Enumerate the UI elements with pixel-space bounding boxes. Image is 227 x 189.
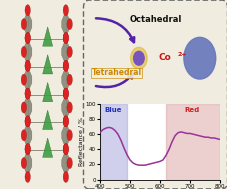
Circle shape bbox=[21, 19, 27, 30]
Circle shape bbox=[25, 171, 30, 183]
Circle shape bbox=[63, 116, 69, 127]
Circle shape bbox=[63, 144, 69, 155]
Polygon shape bbox=[43, 110, 53, 129]
Circle shape bbox=[63, 60, 69, 71]
Polygon shape bbox=[62, 11, 70, 37]
Polygon shape bbox=[24, 122, 32, 148]
Circle shape bbox=[25, 88, 30, 99]
Polygon shape bbox=[24, 67, 32, 93]
Polygon shape bbox=[62, 94, 70, 120]
Circle shape bbox=[131, 47, 147, 69]
Polygon shape bbox=[43, 55, 53, 74]
Circle shape bbox=[25, 60, 30, 71]
Circle shape bbox=[63, 88, 69, 99]
Circle shape bbox=[67, 157, 72, 169]
Circle shape bbox=[21, 157, 27, 169]
Circle shape bbox=[21, 102, 27, 113]
Y-axis label: Reflectance / %: Reflectance / % bbox=[79, 117, 84, 166]
Circle shape bbox=[67, 74, 72, 85]
Circle shape bbox=[63, 33, 69, 44]
Bar bbox=[166, 104, 220, 180]
Circle shape bbox=[25, 88, 30, 99]
Polygon shape bbox=[43, 138, 53, 157]
Polygon shape bbox=[24, 150, 32, 176]
Bar bbox=[100, 104, 127, 180]
Polygon shape bbox=[62, 67, 70, 93]
Circle shape bbox=[67, 46, 72, 57]
Circle shape bbox=[25, 116, 30, 127]
Polygon shape bbox=[24, 11, 32, 37]
Circle shape bbox=[63, 33, 69, 44]
Circle shape bbox=[25, 116, 30, 127]
Polygon shape bbox=[62, 150, 70, 176]
Circle shape bbox=[184, 37, 216, 79]
Polygon shape bbox=[24, 39, 32, 65]
Text: Red: Red bbox=[184, 107, 199, 113]
Circle shape bbox=[134, 51, 144, 65]
Circle shape bbox=[25, 33, 30, 44]
Polygon shape bbox=[62, 39, 70, 65]
Circle shape bbox=[25, 60, 30, 71]
Circle shape bbox=[63, 171, 69, 183]
Polygon shape bbox=[43, 82, 53, 102]
Circle shape bbox=[63, 60, 69, 71]
Circle shape bbox=[25, 144, 30, 155]
Text: 2+: 2+ bbox=[178, 52, 187, 57]
Circle shape bbox=[21, 46, 27, 57]
Circle shape bbox=[25, 144, 30, 155]
Text: Blue: Blue bbox=[105, 107, 122, 113]
Circle shape bbox=[21, 74, 27, 85]
Text: Tetrahedral: Tetrahedral bbox=[92, 68, 142, 77]
Polygon shape bbox=[24, 94, 32, 120]
Text: Co: Co bbox=[158, 53, 171, 62]
Circle shape bbox=[63, 116, 69, 127]
Circle shape bbox=[25, 5, 30, 16]
FancyBboxPatch shape bbox=[84, 0, 227, 189]
Circle shape bbox=[67, 19, 72, 30]
Text: Octahedral: Octahedral bbox=[129, 15, 182, 24]
Polygon shape bbox=[62, 122, 70, 148]
Circle shape bbox=[67, 102, 72, 113]
Circle shape bbox=[63, 144, 69, 155]
Circle shape bbox=[21, 130, 27, 141]
Circle shape bbox=[63, 88, 69, 99]
Circle shape bbox=[63, 5, 69, 16]
Polygon shape bbox=[43, 27, 53, 46]
Circle shape bbox=[67, 130, 72, 141]
Circle shape bbox=[25, 33, 30, 44]
